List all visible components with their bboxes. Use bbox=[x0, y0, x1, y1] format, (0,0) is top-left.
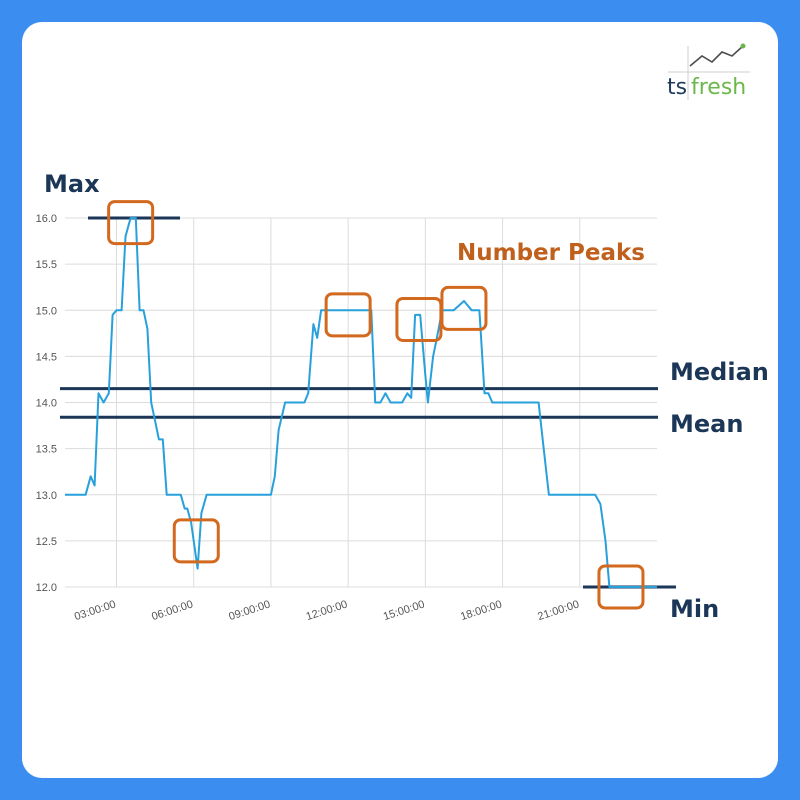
logo-fresh: fresh bbox=[691, 75, 746, 100]
x-tick-label: 06:00:00 bbox=[150, 598, 194, 623]
number-peaks-label: Number Peaks bbox=[457, 240, 645, 266]
max-label: Max bbox=[44, 170, 100, 198]
x-tick-label: 15:00:00 bbox=[382, 598, 426, 623]
series-line bbox=[65, 217, 657, 588]
x-tick-label: 03:00:00 bbox=[73, 598, 117, 623]
peak-box bbox=[440, 285, 488, 331]
x-tick-label: 18:00:00 bbox=[459, 598, 503, 623]
y-tick-label: 12.5 bbox=[36, 536, 57, 548]
median-label: Median bbox=[670, 358, 769, 386]
y-tick-label: 15.0 bbox=[36, 305, 57, 317]
chart-card bbox=[22, 22, 778, 778]
peak-box bbox=[172, 518, 220, 564]
logo-ts: ts bbox=[667, 75, 687, 100]
mean-label: Mean bbox=[670, 410, 743, 438]
x-tick-label: 21:00:00 bbox=[536, 598, 580, 623]
peak-box bbox=[324, 292, 372, 338]
x-tick-label: 09:00:00 bbox=[227, 598, 271, 623]
peak-box bbox=[395, 296, 443, 342]
y-tick-label: 16.0 bbox=[36, 213, 57, 225]
y-tick-label: 12.0 bbox=[36, 582, 57, 594]
peak-box bbox=[107, 200, 155, 246]
tsfresh-logo: ts fresh bbox=[667, 43, 750, 100]
grid bbox=[65, 217, 657, 588]
peak-box bbox=[597, 564, 645, 610]
min-label: Min bbox=[670, 595, 719, 623]
peak-boxes bbox=[107, 200, 645, 610]
y-tick-label: 13.5 bbox=[36, 444, 57, 456]
x-axis: 03:00:00 06:00:00 09:00:00 12:00:00 15:00:00… bbox=[73, 598, 581, 623]
y-tick-label: 15.5 bbox=[36, 259, 57, 271]
y-tick-label: 13.0 bbox=[36, 490, 57, 502]
y-tick-label: 14.5 bbox=[36, 351, 57, 363]
y-tick-label: 14.0 bbox=[36, 398, 57, 410]
x-tick-label: 12:00:00 bbox=[305, 598, 349, 623]
y-axis: 16.0 15.5 15.0 14.5 14.0 13.5 13.0 12.5 12.0 bbox=[36, 213, 57, 594]
